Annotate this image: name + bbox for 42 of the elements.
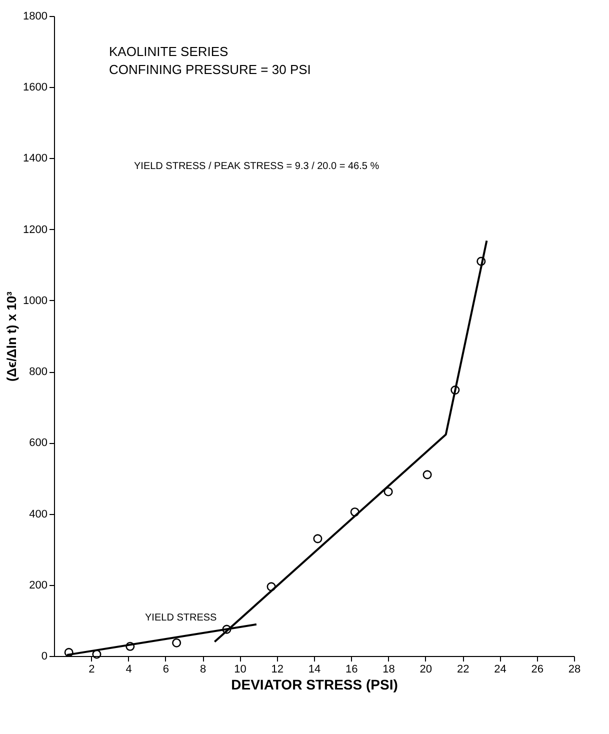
point	[172, 638, 182, 648]
y-tick-label: 1800	[23, 10, 48, 22]
point	[92, 650, 102, 659]
x-axis-title: DEVIATOR STRESS (PSI)	[231, 676, 398, 692]
point	[476, 256, 486, 266]
point	[64, 648, 74, 657]
x-tick-label: 8	[200, 664, 206, 676]
y-tick-label: 1200	[23, 224, 48, 236]
x-tick-label: 14	[308, 664, 321, 676]
x-tick-label: 6	[162, 664, 169, 676]
point	[266, 582, 276, 592]
x-tick-label: 18	[382, 664, 395, 676]
y-tick-label: 200	[29, 579, 48, 592]
x-tick-label: 28	[568, 664, 581, 676]
point	[384, 487, 393, 496]
y-tick-label: 600	[29, 437, 48, 450]
y-tick-label: 400	[29, 508, 48, 520]
point	[422, 470, 432, 480]
y-tick-label: 1400	[23, 152, 48, 165]
point	[222, 624, 232, 634]
x-tick-label: 4	[126, 664, 132, 676]
x-tick-label: 20	[420, 664, 432, 676]
x-tick-label: 22	[456, 664, 470, 676]
x-tick-label: 2	[88, 664, 95, 676]
y-tick-label: 1600	[23, 82, 48, 94]
text: KAOLINITE SERIES	[109, 44, 229, 59]
y-tick-label: 1000	[23, 294, 48, 307]
text: CONFINING PRESSURE = 30 PSI	[109, 62, 311, 77]
point	[350, 507, 360, 517]
y-axis-title: (Δϵ/Δln t) x 10³	[4, 290, 20, 382]
x-tick-label: 10	[234, 664, 246, 676]
point	[313, 534, 322, 544]
x-tick-label: 24	[494, 664, 506, 676]
x-tick-label: 26	[531, 664, 544, 676]
point	[450, 386, 460, 395]
point	[126, 642, 135, 651]
x-tick-label: 12	[271, 664, 284, 676]
x-tick-label: 16	[346, 664, 358, 676]
y-tick-label: 800	[29, 366, 48, 378]
y-tick-label: 0	[41, 650, 48, 662]
annotation: YIELD STRESS / PEAK STRESS = 9.3 / 20.0 = 46.5 %	[134, 161, 380, 172]
annotation: YIELD STRESS	[145, 612, 218, 624]
